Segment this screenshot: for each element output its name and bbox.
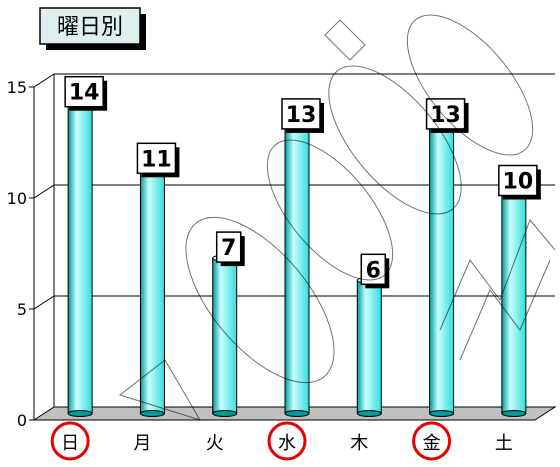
data-label-box-木 [360, 253, 387, 286]
bar-body-火 [212, 257, 238, 414]
x-tick-label-土: 土 [495, 433, 513, 454]
bar-base-火 [212, 410, 238, 417]
bar-base-月 [139, 410, 165, 417]
bar-土 [501, 188, 527, 417]
data-label-text-火: 7 [221, 236, 236, 261]
highlight-circle-金 [412, 421, 452, 461]
x-tick-label-月: 月 [133, 433, 151, 454]
gridline-depth-10 [33, 184, 55, 199]
data-label-text-水: 13 [286, 103, 317, 128]
data-label-text-木: 6 [366, 258, 381, 283]
bar-base-土 [501, 410, 527, 417]
x-tick-label-木: 木 [350, 433, 368, 454]
bar-base-木 [356, 410, 382, 417]
x-tick-label-金: 金 [423, 433, 441, 454]
data-label-box-水 [281, 98, 321, 130]
y-tick-label-5: 5 [17, 300, 27, 319]
y-tick-labels: 0 5 10 15 [7, 78, 27, 430]
data-label-月: 11 [136, 142, 180, 178]
data-label-金: 13 [425, 98, 469, 133]
bar-body-金 [429, 124, 455, 415]
bar-金 [429, 121, 455, 417]
bar-base-水 [284, 410, 310, 417]
bars [67, 99, 527, 417]
bar-base-金 [429, 410, 455, 417]
y-tick-label-10: 10 [7, 189, 27, 208]
data-label-text-日: 14 [69, 81, 100, 106]
data-label-日: 14 [64, 75, 108, 111]
data-label-水: 13 [281, 98, 324, 133]
data-label-box-金 [425, 98, 466, 130]
chart-title-box: 曜日別 [39, 7, 146, 50]
bar-body-日 [67, 102, 93, 414]
data-label-土: 10 [498, 164, 541, 200]
gridline-depth-5 [33, 295, 55, 310]
chart-title: 曜日別 [57, 15, 123, 40]
bar-日 [67, 99, 93, 417]
data-label-text-月: 11 [141, 147, 172, 172]
bar-月 [139, 165, 165, 417]
x-tick-labels: 日月火水木金土 [50, 421, 513, 461]
data-label-木: 6 [360, 253, 390, 289]
highlight-circle-水 [267, 421, 307, 461]
y-tick-label-15: 15 [7, 78, 27, 97]
x-tick-label-火: 火 [206, 433, 224, 454]
bar-木 [356, 276, 382, 417]
data-label-火: 7 [215, 231, 245, 267]
data-label-box-土 [498, 164, 538, 197]
watermark [118, 14, 556, 421]
x-tick-label-日: 日 [61, 433, 79, 454]
data-label-text-金: 13 [430, 103, 461, 128]
data-label-box-日 [64, 75, 104, 108]
bar-body-土 [501, 191, 527, 414]
bar-base-日 [67, 410, 93, 417]
y-tick-label-0: 0 [17, 411, 27, 430]
data-label-text-土: 10 [503, 170, 534, 195]
gridline-depth-15 [33, 73, 55, 88]
bar-body-木 [356, 279, 382, 414]
data-label-box-月 [136, 142, 177, 175]
highlight-circle-日 [50, 421, 90, 461]
bar-火 [212, 254, 238, 417]
data-label-box-火 [215, 231, 242, 263]
x-tick-label-水: 水 [278, 433, 296, 454]
